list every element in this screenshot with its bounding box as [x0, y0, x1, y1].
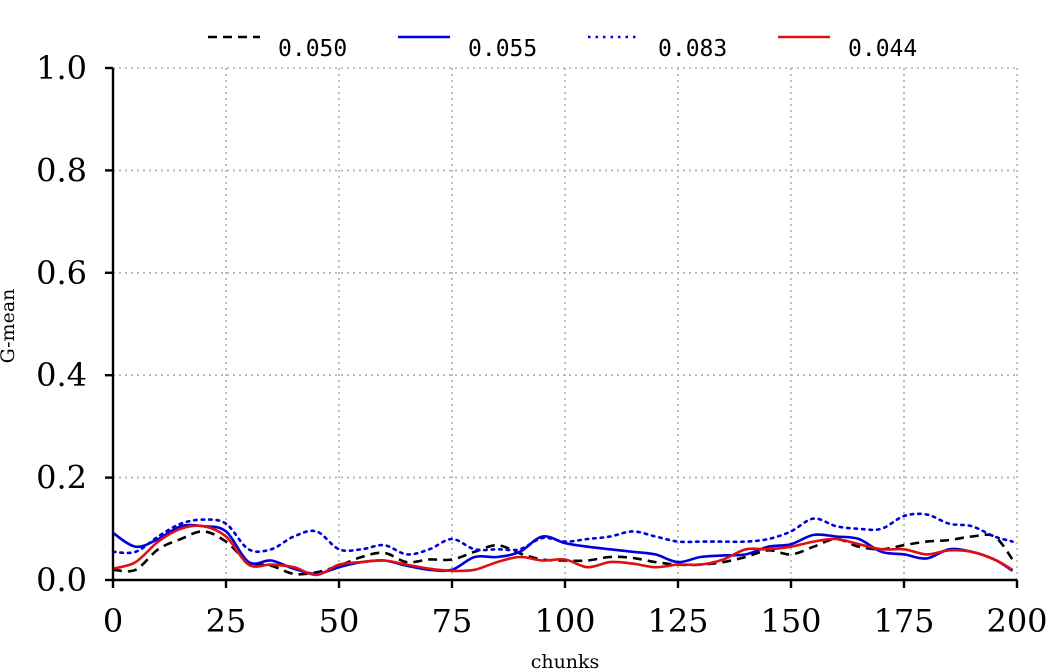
x-tick-label: 150	[760, 602, 821, 640]
legend-label: 0.044	[848, 36, 917, 62]
y-tick-label: 0.4	[36, 356, 87, 394]
y-tick-label: 0.0	[36, 561, 87, 599]
x-axis-label: chunks	[531, 651, 600, 672]
legend-label: 0.055	[468, 36, 537, 62]
x-tick-label: 100	[534, 602, 595, 640]
ticks: 0 25 50 75 100 125 150 175 200 0.0 0.2 0.4 0.6 0.8 1.0	[36, 49, 1047, 640]
y-tick-label: 0.6	[36, 254, 87, 292]
series-layer	[111, 512, 1014, 577]
y-tick-label: 0.8	[36, 151, 87, 189]
grid	[113, 67, 1018, 580]
series-line-0	[112, 530, 1014, 576]
x-tick-label: 175	[873, 602, 934, 640]
x-tick-label: 0	[103, 602, 123, 640]
axes	[111, 68, 1017, 582]
legend: 0.050 0.055 0.083 0.044	[208, 35, 917, 62]
series-line-3	[112, 524, 1014, 577]
legend-label: 0.083	[658, 36, 727, 62]
x-tick-label: 75	[432, 602, 473, 640]
x-tick-label: 125	[647, 602, 708, 640]
series-line-2	[111, 512, 1014, 556]
x-tick-label: 50	[319, 602, 360, 640]
series-line-1	[112, 523, 1014, 576]
x-tick-label: 25	[206, 602, 247, 640]
y-axis-label: G-mean	[0, 289, 19, 364]
y-tick-label: 1.0	[36, 49, 87, 87]
x-tick-label: 200	[986, 602, 1047, 640]
legend-label: 0.050	[278, 36, 347, 62]
y-tick-label: 0.2	[36, 459, 87, 497]
